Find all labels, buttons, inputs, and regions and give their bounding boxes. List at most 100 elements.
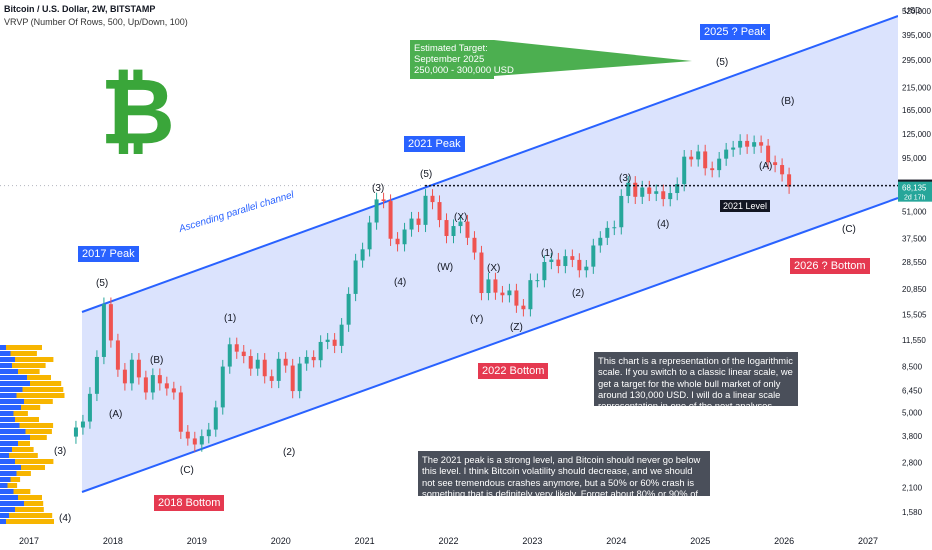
- candle-body: [325, 339, 330, 342]
- wave-label: (W): [437, 262, 453, 273]
- candle-body: [633, 182, 638, 197]
- wave-label: (X): [487, 263, 500, 274]
- y-tick-label: 165,000: [902, 106, 931, 115]
- y-tick-label: 5,000: [902, 408, 923, 417]
- x-tick-label: 2026: [774, 536, 794, 546]
- volume-profile-bar-up: [0, 465, 21, 470]
- volume-profile-bar-down: [16, 393, 65, 398]
- candle-body: [696, 151, 701, 160]
- target-callout-text: Estimated Target: September 2025 250,000…: [414, 43, 514, 76]
- candle-body: [206, 429, 211, 437]
- time-axis[interactable]: 2017 2018 2019 2020 2021 2022 2023 2024 2025 2026…: [0, 530, 932, 550]
- candle-body: [248, 356, 253, 369]
- current-price-tag: [898, 181, 932, 202]
- volume-profile-bar-down: [12, 447, 34, 452]
- peak-2021-label: 2021 Peak: [404, 136, 465, 152]
- candle-body: [542, 261, 547, 281]
- peak-2021-note: The 2021 peak is a strong level, and Bit…: [418, 451, 710, 510]
- volume-profile-bar-up: [0, 429, 26, 434]
- candle-body: [752, 142, 757, 147]
- candle-body: [458, 221, 463, 227]
- candle-body: [430, 195, 435, 203]
- y-tick-label: 520,000: [902, 7, 931, 16]
- indicator-legend: VRVP (Number Of Rows, 500, Up/Down, 100): [4, 17, 188, 27]
- wave-label: (C): [842, 224, 856, 235]
- volume-profile-bar-up: [0, 489, 14, 494]
- volume-profile-bar-down: [19, 423, 54, 428]
- candle-body: [605, 227, 610, 238]
- y-tick-label: 3,800: [902, 432, 923, 441]
- volume-profile-bar-down: [15, 357, 54, 362]
- volume-profile-bar-up: [0, 351, 11, 356]
- wave-label: (A): [759, 161, 772, 172]
- volume-profile-bar-down: [24, 501, 44, 506]
- volume-profile-bar-down: [9, 513, 53, 518]
- wave-label: (2): [283, 447, 295, 458]
- volume-profile-bar-down: [15, 417, 39, 422]
- y-tick-label: 295,000: [902, 56, 931, 65]
- level-2021-label: 2021 Level: [720, 200, 771, 212]
- candle-body: [528, 280, 533, 310]
- candle-body: [353, 260, 358, 294]
- y-tick-label: 1,580: [902, 508, 923, 517]
- volume-profile-bar-down: [9, 453, 38, 458]
- wave-label: (5): [420, 169, 432, 180]
- candle-body: [514, 290, 519, 306]
- candle-body: [318, 341, 323, 361]
- candle-body: [486, 279, 491, 294]
- candle-body: [479, 252, 484, 294]
- volume-profile-bar-down: [21, 465, 45, 470]
- candle-body: [199, 436, 204, 445]
- volume-profile-bar-up: [0, 513, 9, 518]
- candle-body: [780, 165, 785, 175]
- candle-body: [115, 340, 120, 370]
- candle-body: [129, 359, 134, 384]
- chart-title: Bitcoin / U.S. Dollar, 2W, BITSTAMP: [4, 4, 156, 14]
- volume-profile-bar-up: [0, 483, 8, 488]
- candle-body: [227, 344, 232, 367]
- volume-profile-bar-up: [0, 441, 18, 446]
- wave-label: (3): [372, 183, 384, 194]
- x-tick-label: 2024: [606, 536, 626, 546]
- candle-body: [584, 266, 589, 271]
- volume-profile-bar-up: [0, 501, 24, 506]
- candle-body: [381, 199, 386, 202]
- volume-profile-bar-down: [10, 351, 37, 356]
- volume-profile-bar-down: [13, 411, 28, 416]
- candle-body: [640, 187, 645, 197]
- candle-body: [416, 218, 421, 225]
- candle-body: [157, 375, 162, 384]
- volume-profile-bar-up: [0, 405, 21, 410]
- volume-profile-bar-down: [30, 381, 62, 386]
- target-callout: [410, 40, 692, 79]
- volume-profile-bar-up: [0, 447, 12, 452]
- target-callout-line-1: Estimated Target:: [414, 43, 488, 54]
- candle-body: [717, 158, 722, 171]
- volume-profile-bar-up: [0, 435, 30, 440]
- volume-profile-bar-up: [0, 453, 9, 458]
- wave-label: (B): [781, 96, 794, 107]
- volume-profile-bar-down: [21, 405, 41, 410]
- volume-profile-bar-down: [18, 495, 42, 500]
- countdown-label: 2d 17h: [904, 195, 926, 202]
- volume-profile-bar-up: [0, 387, 23, 392]
- candle-body: [626, 182, 631, 196]
- candle-body: [87, 393, 92, 422]
- candle-body: [94, 356, 99, 394]
- candle-body: [598, 237, 603, 246]
- candle-body: [178, 392, 183, 432]
- candle-body: [136, 359, 141, 378]
- candle-body: [661, 191, 666, 200]
- volume-profile-bar-up: [0, 495, 18, 500]
- time-axis-bg: [0, 530, 932, 550]
- volume-profile-bar-up: [0, 423, 20, 428]
- candle-body: [269, 376, 274, 381]
- wave-label: (C): [180, 465, 194, 476]
- bottom-2018-label: 2018 Bottom: [154, 495, 225, 511]
- candle-body: [591, 245, 596, 267]
- x-tick-label: 2025: [690, 536, 710, 546]
- candle-body: [304, 356, 309, 364]
- volume-profile-bar-up: [0, 459, 15, 464]
- volume-profile-bar-down: [15, 459, 54, 464]
